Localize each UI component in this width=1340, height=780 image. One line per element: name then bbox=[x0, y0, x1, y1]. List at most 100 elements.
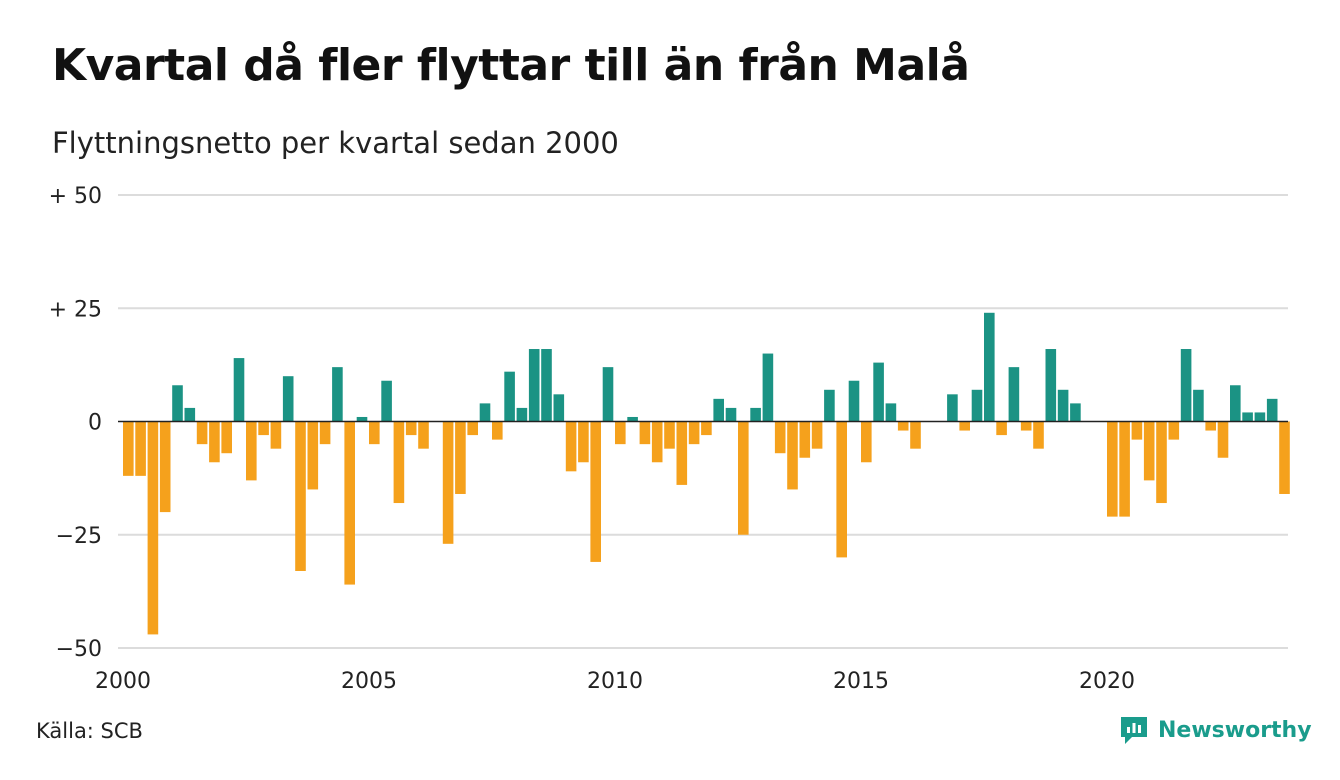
bar bbox=[295, 421, 306, 571]
bar bbox=[541, 349, 552, 422]
bar bbox=[725, 407, 737, 422]
bar bbox=[1107, 421, 1118, 517]
bar bbox=[356, 416, 368, 422]
bar bbox=[1254, 412, 1266, 422]
bar bbox=[848, 380, 860, 422]
bar bbox=[688, 421, 700, 445]
bar bbox=[516, 407, 528, 422]
bar bbox=[147, 421, 159, 635]
bar bbox=[811, 421, 823, 449]
bar bbox=[701, 421, 712, 436]
bar bbox=[565, 421, 577, 472]
bar bbox=[1230, 385, 1241, 422]
bar bbox=[799, 421, 811, 458]
bar bbox=[590, 421, 601, 562]
y-tick-label: + 50 bbox=[49, 184, 102, 209]
bar bbox=[553, 394, 565, 422]
bar bbox=[897, 421, 909, 431]
bar bbox=[528, 349, 540, 422]
y-tick-label: + 25 bbox=[49, 297, 102, 322]
bar bbox=[196, 421, 208, 445]
x-axis-labels: 2000 2005 2010 2015 2020 bbox=[95, 669, 1135, 694]
newsworthy-logo-icon bbox=[1121, 717, 1147, 744]
y-axis-labels: + 50 + 25 0 −25 −50 bbox=[49, 184, 102, 662]
bar bbox=[369, 421, 380, 445]
bar bbox=[123, 421, 134, 476]
bar bbox=[381, 380, 392, 422]
bar bbox=[1045, 349, 1057, 422]
bar bbox=[405, 421, 417, 436]
bar bbox=[319, 421, 331, 445]
brand-logo[interactable]: Newsworthy bbox=[1118, 714, 1312, 746]
bar bbox=[1119, 421, 1130, 517]
bar bbox=[836, 421, 847, 558]
bar bbox=[258, 421, 269, 436]
chart-subtitle: Flyttningsnetto per kvartal sedan 2000 bbox=[52, 126, 619, 160]
bar bbox=[676, 421, 688, 485]
chart-title: Kvartal då fler flyttar till än från Mal… bbox=[52, 40, 970, 91]
x-tick-label: 2000 bbox=[95, 669, 151, 694]
bars bbox=[123, 312, 1290, 635]
x-tick-label: 2020 bbox=[1079, 669, 1135, 694]
bar bbox=[774, 421, 786, 454]
source-note: Källa: SCB bbox=[36, 719, 143, 743]
bar bbox=[984, 312, 995, 422]
bar bbox=[910, 421, 921, 449]
bar bbox=[947, 394, 958, 422]
bar bbox=[1180, 349, 1192, 422]
bar bbox=[1156, 421, 1167, 504]
bar bbox=[1143, 421, 1155, 481]
bar bbox=[885, 403, 897, 422]
bar bbox=[479, 403, 491, 422]
bar bbox=[504, 371, 515, 422]
bar bbox=[418, 421, 429, 449]
bar bbox=[393, 421, 405, 504]
bar bbox=[602, 367, 614, 422]
bar bbox=[738, 421, 749, 535]
x-tick-label: 2015 bbox=[833, 669, 889, 694]
bar bbox=[442, 421, 454, 544]
bar bbox=[1057, 389, 1069, 422]
bar bbox=[1131, 421, 1143, 440]
brand-name: Newsworthy bbox=[1158, 717, 1312, 743]
bar bbox=[221, 421, 232, 454]
bar bbox=[282, 376, 294, 422]
bar bbox=[824, 389, 835, 422]
bar bbox=[639, 421, 651, 445]
bar bbox=[332, 367, 343, 422]
y-tick-label: −25 bbox=[56, 524, 102, 549]
bar bbox=[159, 421, 171, 513]
bar bbox=[135, 421, 146, 476]
bar bbox=[713, 398, 724, 422]
bar bbox=[492, 421, 503, 440]
bar bbox=[1033, 421, 1044, 449]
bar bbox=[1217, 421, 1229, 458]
bar bbox=[1266, 398, 1278, 422]
bar bbox=[467, 421, 478, 436]
bar bbox=[959, 421, 970, 431]
bar bbox=[1205, 421, 1216, 431]
bar bbox=[270, 421, 282, 449]
bar bbox=[1168, 421, 1180, 440]
bar bbox=[172, 385, 183, 422]
bar bbox=[184, 407, 196, 422]
bar bbox=[861, 421, 872, 463]
bar bbox=[307, 421, 319, 490]
bar bbox=[1279, 421, 1290, 494]
bar bbox=[209, 421, 220, 463]
bar bbox=[750, 407, 761, 422]
bar bbox=[664, 421, 675, 449]
x-tick-label: 2010 bbox=[587, 669, 643, 694]
x-tick-label: 2005 bbox=[341, 669, 397, 694]
bar bbox=[651, 421, 663, 463]
bar bbox=[873, 362, 884, 422]
bar bbox=[1070, 403, 1081, 422]
bar bbox=[1193, 389, 1204, 422]
y-tick-label: 0 bbox=[88, 411, 102, 436]
bar bbox=[1020, 421, 1032, 431]
bar bbox=[455, 421, 466, 494]
y-tick-label: −50 bbox=[56, 637, 102, 662]
bar bbox=[627, 416, 638, 422]
bar bbox=[578, 421, 589, 463]
